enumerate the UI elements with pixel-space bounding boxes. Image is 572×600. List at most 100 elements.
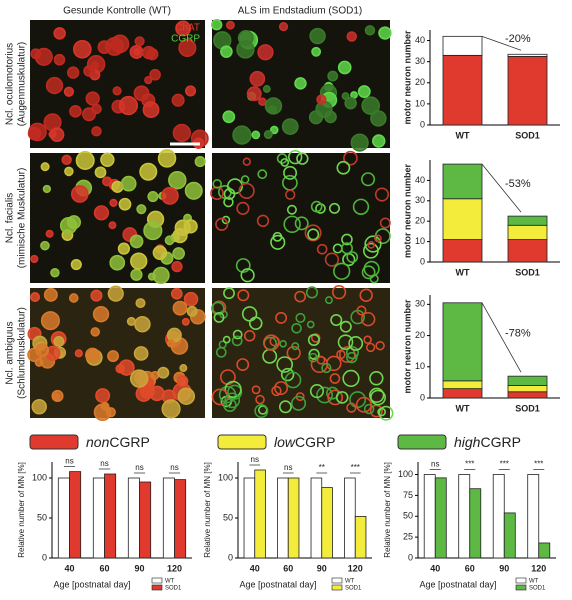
cell — [342, 369, 360, 388]
legend-prefix: high — [454, 434, 481, 450]
cell — [283, 165, 298, 180]
cell — [53, 335, 65, 347]
cell — [118, 197, 132, 211]
bar-segment — [442, 54, 483, 126]
cell — [69, 105, 82, 118]
cell — [211, 301, 225, 316]
cell — [92, 305, 110, 323]
bar-segment — [507, 391, 548, 399]
cell — [40, 240, 50, 251]
row-sublabel: (Augenmuskulatur) — [17, 42, 28, 126]
cell — [308, 110, 324, 125]
connector — [481, 302, 522, 373]
bar — [162, 477, 175, 559]
cell — [255, 394, 265, 405]
cell — [74, 349, 83, 358]
significance-label: ns — [135, 463, 143, 472]
cell — [126, 316, 136, 327]
significance-label: ns — [431, 460, 439, 469]
bar — [104, 473, 117, 559]
cell — [172, 247, 186, 260]
cell — [75, 150, 95, 170]
cell — [296, 152, 309, 165]
cell — [283, 215, 301, 234]
bar-segment — [507, 375, 548, 386]
cell — [278, 400, 292, 414]
x-axis-label: Age [postnatal day] — [239, 579, 316, 589]
micrograph — [30, 149, 206, 285]
row-sublabel: (Schlundmuskulatur) — [17, 307, 28, 399]
cell — [70, 185, 89, 203]
y-tick-label: 0 — [408, 552, 413, 562]
cell — [184, 181, 203, 200]
cell — [345, 346, 360, 360]
bar — [243, 477, 256, 559]
cell — [136, 204, 147, 215]
cell — [363, 335, 372, 344]
y-axis-label: Relative number of MN [%] — [17, 462, 26, 558]
cell — [220, 45, 233, 58]
cell — [129, 234, 144, 249]
cell — [235, 258, 251, 273]
cell — [94, 166, 107, 179]
cell — [172, 300, 188, 316]
cell — [183, 291, 199, 307]
cell — [377, 407, 387, 417]
cell — [278, 21, 289, 32]
cell — [107, 285, 124, 302]
cell — [270, 234, 286, 250]
bar — [344, 477, 356, 559]
cell — [118, 359, 135, 376]
cell — [369, 371, 384, 386]
cell — [308, 352, 318, 363]
cell — [172, 123, 191, 143]
cell — [343, 150, 358, 166]
x-tick-label: WT — [456, 267, 470, 277]
y-tick-label: 100 — [32, 472, 47, 482]
bar-segment — [507, 224, 548, 240]
cell — [336, 160, 351, 175]
cell — [276, 356, 294, 373]
y-tick-label: 20 — [415, 216, 425, 226]
cell — [161, 399, 181, 419]
bar — [310, 477, 323, 559]
bar — [127, 477, 140, 559]
cell — [222, 335, 231, 344]
cell — [329, 373, 341, 384]
cell — [361, 265, 376, 280]
bar-segment — [442, 302, 483, 382]
cell — [337, 60, 352, 75]
bar — [277, 477, 289, 559]
bar — [492, 474, 505, 559]
cell — [53, 27, 66, 40]
cell — [211, 388, 229, 406]
x-axis-label: Age [postnatal day] — [419, 579, 496, 589]
x-tick-label: 40 — [430, 563, 440, 573]
cell — [236, 358, 250, 371]
y-tick-label: 30 — [415, 299, 425, 309]
cell — [91, 126, 102, 137]
cell — [181, 317, 190, 326]
micrograph — [27, 285, 206, 422]
bar — [538, 542, 551, 559]
cell — [331, 285, 347, 300]
legend-swatch — [515, 577, 527, 584]
bar — [503, 512, 516, 559]
cell — [225, 20, 235, 30]
cell — [251, 385, 261, 395]
cell — [324, 252, 340, 267]
significance-label: *** — [351, 463, 360, 472]
cell — [40, 162, 50, 172]
y-tick-label: 20 — [415, 330, 425, 340]
cell — [363, 403, 375, 415]
cell — [90, 327, 101, 337]
cell — [341, 92, 350, 101]
y-tick-label: 0 — [420, 256, 425, 266]
bar — [423, 474, 436, 559]
cell — [348, 336, 364, 351]
cell — [215, 217, 229, 231]
stain-label: CGRP — [171, 34, 200, 45]
cell — [288, 149, 303, 165]
x-tick-label: SOD1 — [515, 267, 540, 277]
y-axis-label: motor neuron number — [402, 164, 412, 258]
